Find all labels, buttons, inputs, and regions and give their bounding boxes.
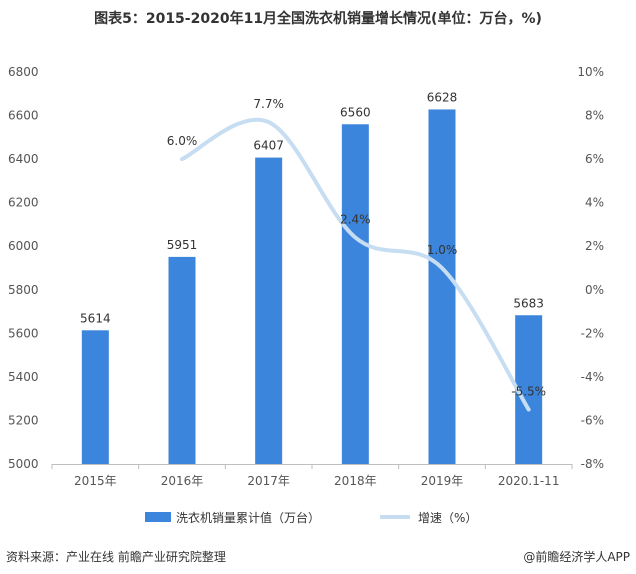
y-left-tick-label: 5400: [8, 370, 39, 384]
y-right-tick-label: 4%: [585, 196, 604, 210]
line-data-label: 2.4%: [340, 213, 371, 227]
bar-data-label: 6628: [427, 90, 458, 104]
legend: 洗衣机销量累计值（万台） 增速（%）: [145, 510, 477, 525]
y-left-tick-label: 6800: [8, 65, 39, 79]
x-tick-label: 2017年: [247, 474, 290, 488]
y-left-tick-label: 6600: [8, 109, 39, 123]
line-data-label: 1.0%: [427, 243, 458, 257]
y-left-tick-label: 6400: [8, 152, 39, 166]
x-tick-label: 2019年: [421, 474, 464, 488]
line-data-label: -5.5%: [511, 385, 546, 399]
y-left-tick-label: 6200: [8, 196, 39, 210]
legend-line-label: 增速（%）: [418, 511, 477, 525]
bar: [168, 256, 196, 464]
x-tick-label: 2020.1-11: [498, 474, 560, 488]
y-left-tick-label: 5600: [8, 326, 39, 340]
bar-data-label: 6407: [253, 139, 284, 153]
y-left-tick-label: 5200: [8, 413, 39, 427]
y-right-tick-label: -6%: [581, 413, 604, 427]
bar: [81, 330, 109, 464]
x-tick-label: 2018年: [334, 474, 377, 488]
y-right-tick-label: 2%: [585, 239, 604, 253]
y-right-tick-label: 8%: [585, 109, 604, 123]
y-right-tick-label: 0%: [585, 283, 604, 297]
bar: [255, 157, 283, 464]
brand-credit: @前瞻经济学人APP: [523, 550, 630, 564]
y-left-tick-label: 5000: [8, 457, 39, 471]
y-left-tick-label: 6000: [8, 239, 39, 253]
x-tick-label: 2016年: [161, 474, 204, 488]
legend-bar-swatch: [145, 512, 171, 522]
x-tick-label: 2015年: [74, 474, 117, 488]
legend-bar-label: 洗衣机销量累计值（万台）: [176, 510, 320, 525]
bar-data-label: 6560: [340, 105, 371, 119]
bar-data-label: 5614: [80, 311, 111, 325]
y-right-tick-label: -2%: [581, 326, 604, 340]
growth-line: [180, 117, 531, 412]
line-data-label: 7.7%: [253, 97, 284, 111]
bar-data-label: 5683: [513, 296, 544, 310]
line-layer: 6.0% 7.7% 2.4% 1.0% -5.5%: [167, 97, 546, 412]
bars-layer: 5614 5951 6407 6560 6628 5683: [80, 90, 544, 465]
source-note: 资料来源：产业在线 前瞻产业研究院整理: [6, 550, 226, 564]
y-left-tick-label: 5800: [8, 283, 39, 297]
chart-title: 图表5：2015-2020年11月全国洗衣机销量增长情况(单位：万台，%): [94, 11, 542, 27]
y-right-tick-label: 10%: [577, 65, 604, 79]
y-right-tick-label: 6%: [585, 152, 604, 166]
line-data-label: 6.0%: [167, 134, 198, 148]
bar-data-label: 5951: [167, 238, 198, 252]
y-right-tick-label: -8%: [581, 457, 604, 471]
axes-layer: 5000 5200 5400 5600 5800 6000 6200 6400 6600 6800…: [8, 65, 604, 488]
bar: [428, 109, 456, 465]
bar: [341, 124, 369, 465]
y-right-tick-label: -4%: [581, 370, 604, 384]
